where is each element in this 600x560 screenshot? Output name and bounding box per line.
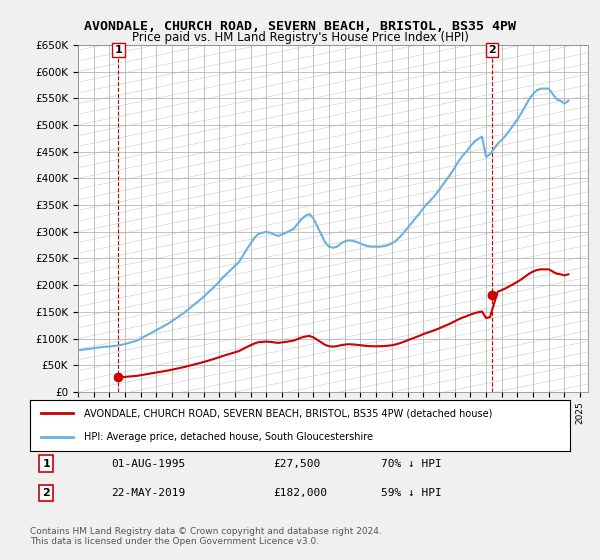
Text: 2: 2 <box>43 488 50 498</box>
Text: 70% ↓ HPI: 70% ↓ HPI <box>381 459 442 469</box>
Text: HPI: Average price, detached house, South Gloucestershire: HPI: Average price, detached house, Sout… <box>84 432 373 442</box>
Text: AVONDALE, CHURCH ROAD, SEVERN BEACH, BRISTOL, BS35 4PW (detached house): AVONDALE, CHURCH ROAD, SEVERN BEACH, BRI… <box>84 408 493 418</box>
Text: 01-AUG-1995: 01-AUG-1995 <box>111 459 185 469</box>
Text: £27,500: £27,500 <box>273 459 320 469</box>
Text: Contains HM Land Registry data © Crown copyright and database right 2024.
This d: Contains HM Land Registry data © Crown c… <box>30 526 382 546</box>
Text: 1: 1 <box>43 459 50 469</box>
Text: 22-MAY-2019: 22-MAY-2019 <box>111 488 185 498</box>
Text: 1: 1 <box>115 45 122 55</box>
Text: 2: 2 <box>488 45 496 55</box>
Text: 59% ↓ HPI: 59% ↓ HPI <box>381 488 442 498</box>
Text: £182,000: £182,000 <box>273 488 327 498</box>
Text: Price paid vs. HM Land Registry's House Price Index (HPI): Price paid vs. HM Land Registry's House … <box>131 31 469 44</box>
Text: AVONDALE, CHURCH ROAD, SEVERN BEACH, BRISTOL, BS35 4PW: AVONDALE, CHURCH ROAD, SEVERN BEACH, BRI… <box>84 20 516 32</box>
